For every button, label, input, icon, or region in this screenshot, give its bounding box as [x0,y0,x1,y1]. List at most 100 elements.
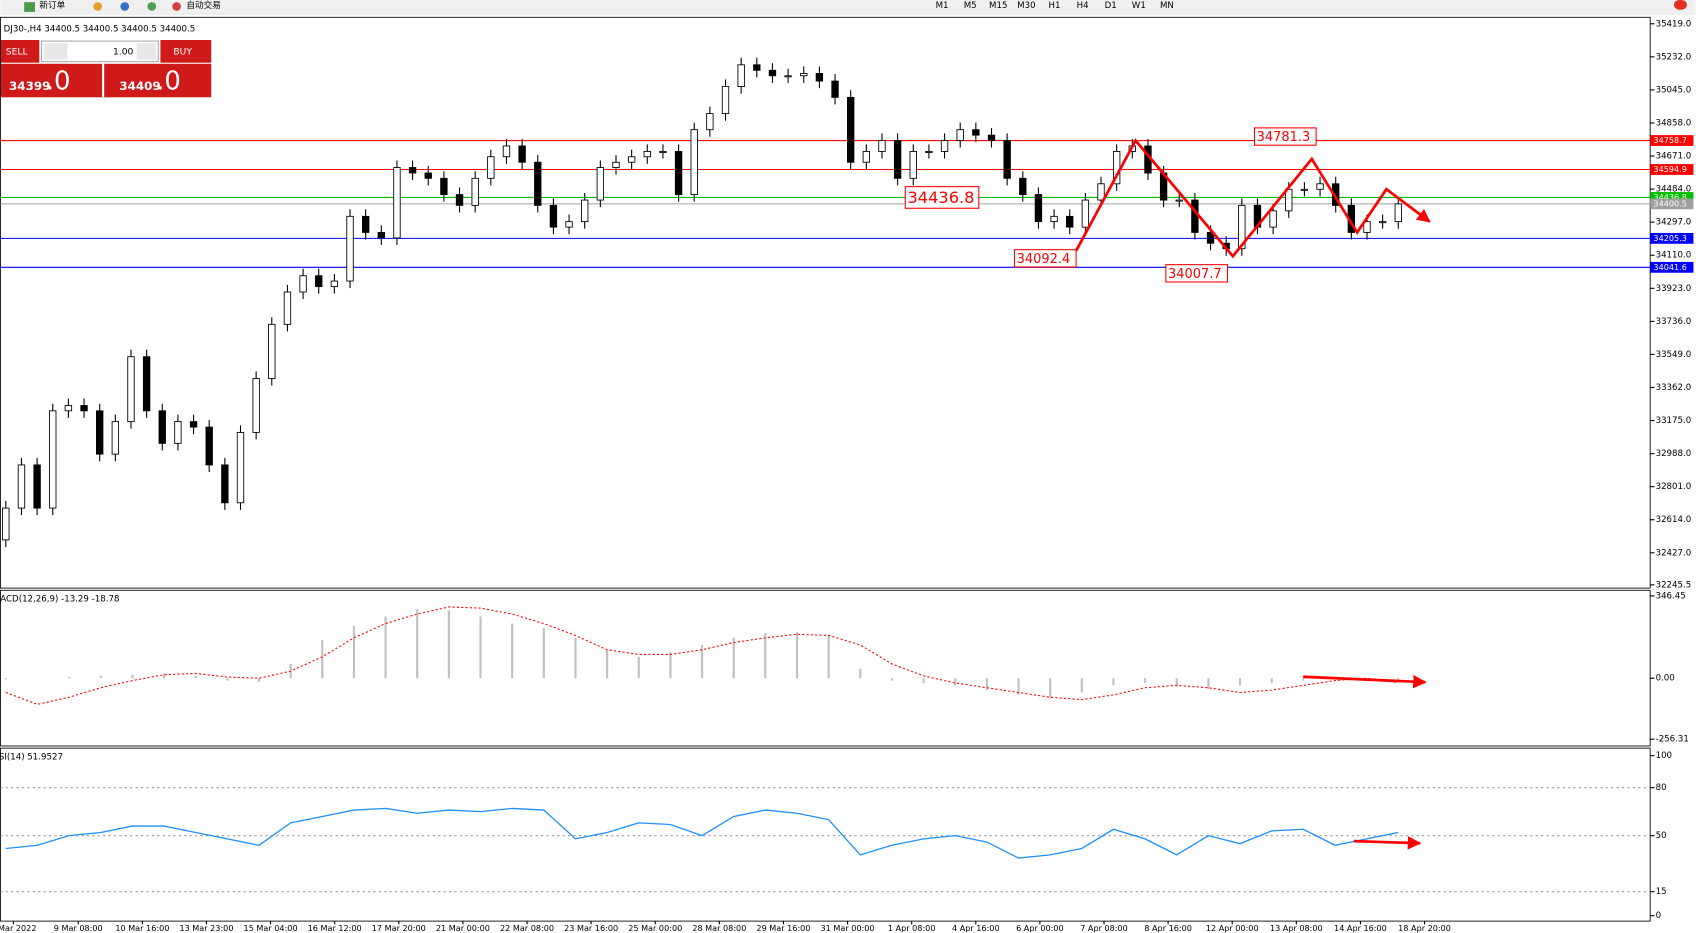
y-tick-label: 32801.0 [1656,482,1692,492]
candle-body [534,161,542,206]
candle-body [283,291,292,325]
candle-body [189,421,198,428]
new-order[interactable]: 新订单 [39,0,65,11]
candle-body [690,129,698,196]
candle-body [1394,203,1402,223]
candle-body [80,405,88,412]
y-tick-label: 32427.0 [1656,548,1692,558]
y-tick-label: 35419.0 [1656,19,1692,29]
candle-body [455,194,464,206]
x-tick-label: 18 Apr 20:00 [1398,923,1451,933]
candle-body [1097,183,1105,201]
buy-label[interactable]: BUY [173,46,192,57]
sell-label[interactable]: SELL [6,46,29,57]
new-order-icon[interactable] [24,2,36,12]
annotation-label: 34007.7 [1168,267,1222,282]
y-tick-label: 33923.0 [1656,284,1692,294]
sell-button[interactable] [0,40,40,63]
x-tick-label: 17 Mar 20:00 [372,923,426,933]
lots-down[interactable] [43,43,68,60]
candle-body [1378,221,1387,224]
y-tick-label: 0.00 [1656,674,1675,684]
candle-body [581,199,589,223]
x-tick-label: 13 Mar 23:00 [179,923,233,933]
tool-icon[interactable] [147,2,157,11]
candle-body [972,129,980,136]
auto-trading[interactable]: 自动交易 [186,0,221,11]
lots-input[interactable] [40,40,159,63]
x-tick-label: 31 Mar 00:00 [821,923,875,933]
annotation-label: 34781.3 [1257,130,1311,145]
lots-value[interactable]: 1.00 [113,46,134,57]
y-tick-label: 33362.0 [1656,383,1692,393]
x-tick-label: 15 Mar 04:00 [244,923,298,933]
candle-body [643,151,651,158]
x-tick-label: 6 Apr 00:00 [1016,923,1064,933]
timeframe-button[interactable]: M30 [1017,1,1035,11]
timeframe-button[interactable]: M15 [989,1,1007,11]
candle-body [1050,215,1058,223]
tool-icon[interactable] [93,2,103,11]
candle-body [361,215,370,233]
sell-price-box[interactable] [0,63,103,98]
timeframe-button[interactable]: H4 [1077,1,1089,11]
x-tick-label: 4 Apr 16:00 [952,923,1000,933]
timeframe-button[interactable]: H1 [1049,1,1061,11]
toolbar: 新订单 自动交易 [0,0,1696,16]
candle-body [502,145,511,158]
candle-body [377,231,385,239]
y-tick-label: 33736.0 [1656,317,1692,327]
lots-up[interactable] [136,43,157,60]
x-tick-label: 10 Mar 16:00 [115,923,169,933]
trade-panel: SELL 1.00 BUY 34399 .0 34409 .0 [0,40,212,98]
tool-icon[interactable] [120,2,130,11]
timeframe-button[interactable]: W1 [1132,1,1146,11]
timeframe-button[interactable]: MN [1160,1,1174,11]
price-level-tag [1650,232,1694,244]
candle-body [33,464,41,509]
panel-frame [0,589,1651,747]
candle-body [565,221,573,228]
candle-body [96,410,104,455]
candle-body [956,129,964,141]
candle-body [909,151,917,179]
y-tick-label: 0 [1656,911,1662,921]
candle-body [1191,199,1199,233]
x-tick-label: 9 Mar 08:00 [54,923,103,933]
annotation-label: 34436.8 [907,188,974,207]
candle-body [1066,215,1074,228]
y-tick-label: 34297.0 [1656,218,1692,228]
price-level-label: 34400.5 [1653,198,1686,208]
candle-body [831,80,839,98]
x-tick-label: 23 Mar 16:00 [564,923,618,933]
auto-trading-icon[interactable] [172,2,181,11]
candle-body [815,73,824,82]
candle-body [674,151,683,196]
toolbar-bg [0,0,1696,16]
buy-button[interactable] [160,40,212,63]
candle-body [987,134,996,141]
x-tick-label: 8 Apr 16:00 [1144,923,1192,933]
candle-body [330,280,339,287]
panel-title: RSI(14) 51.9527 [0,752,63,762]
timeframe-button[interactable]: D1 [1105,1,1117,11]
candle-body [627,156,636,163]
timeframe-button[interactable]: M5 [964,1,977,11]
candle-body [252,378,260,433]
price-level-tag [1650,198,1694,210]
timeframe-button[interactable]: M1 [936,1,949,11]
x-tick-label: 29 Mar 16:00 [756,923,810,933]
zigzag-arrow [1074,138,1431,259]
candle-body [2,507,10,541]
y-tick-label: 35232.0 [1656,52,1692,62]
candle-body [596,167,605,201]
candle-body [784,75,792,78]
buy-price-box[interactable] [104,63,212,98]
candle-body [706,113,714,131]
candle-body [127,356,135,423]
candle-body [940,140,949,152]
candle-body [737,64,745,87]
x-tick-label: 12 Apr 00:00 [1206,923,1259,933]
alert-icon[interactable] [1673,0,1687,10]
